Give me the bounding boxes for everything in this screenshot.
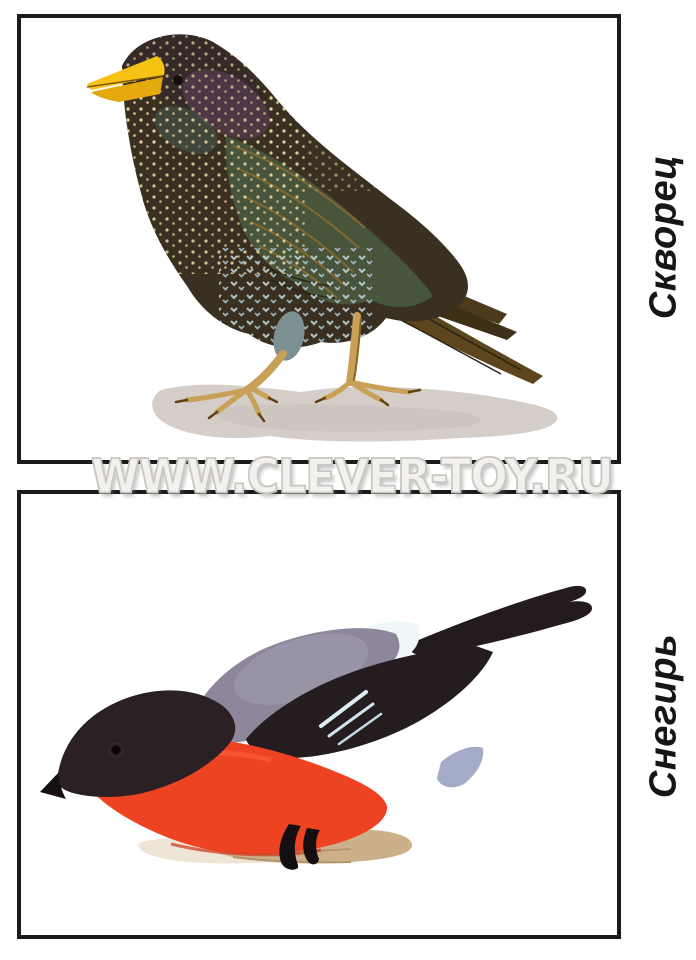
- card-label-starling: Скворец: [642, 154, 685, 320]
- bullfinch-illustration: [40, 585, 593, 870]
- starling-beak: [86, 56, 165, 102]
- bullfinch-wing: [246, 646, 493, 758]
- starling-illustration: [86, 34, 558, 442]
- bullfinch-head: [40, 690, 236, 799]
- bullfinch-eye: [111, 745, 121, 755]
- card-bullfinch: [17, 490, 621, 939]
- bullfinch-tail: [408, 585, 593, 656]
- card-starling: [17, 14, 621, 464]
- bullfinch-foot: [279, 824, 320, 870]
- starling-ground-shadow: [152, 384, 558, 442]
- bullfinch-beak: [40, 772, 66, 799]
- starling-eye: [173, 75, 183, 85]
- card-label-bullfinch: Снегирь: [642, 633, 685, 799]
- starling-legs: [174, 311, 422, 423]
- bullfinch-wing-streaks: [319, 690, 383, 746]
- watermark-text: WWW.CLEVER-TOY.RU: [90, 449, 614, 506]
- bullfinch-underwing-patch: [437, 746, 484, 788]
